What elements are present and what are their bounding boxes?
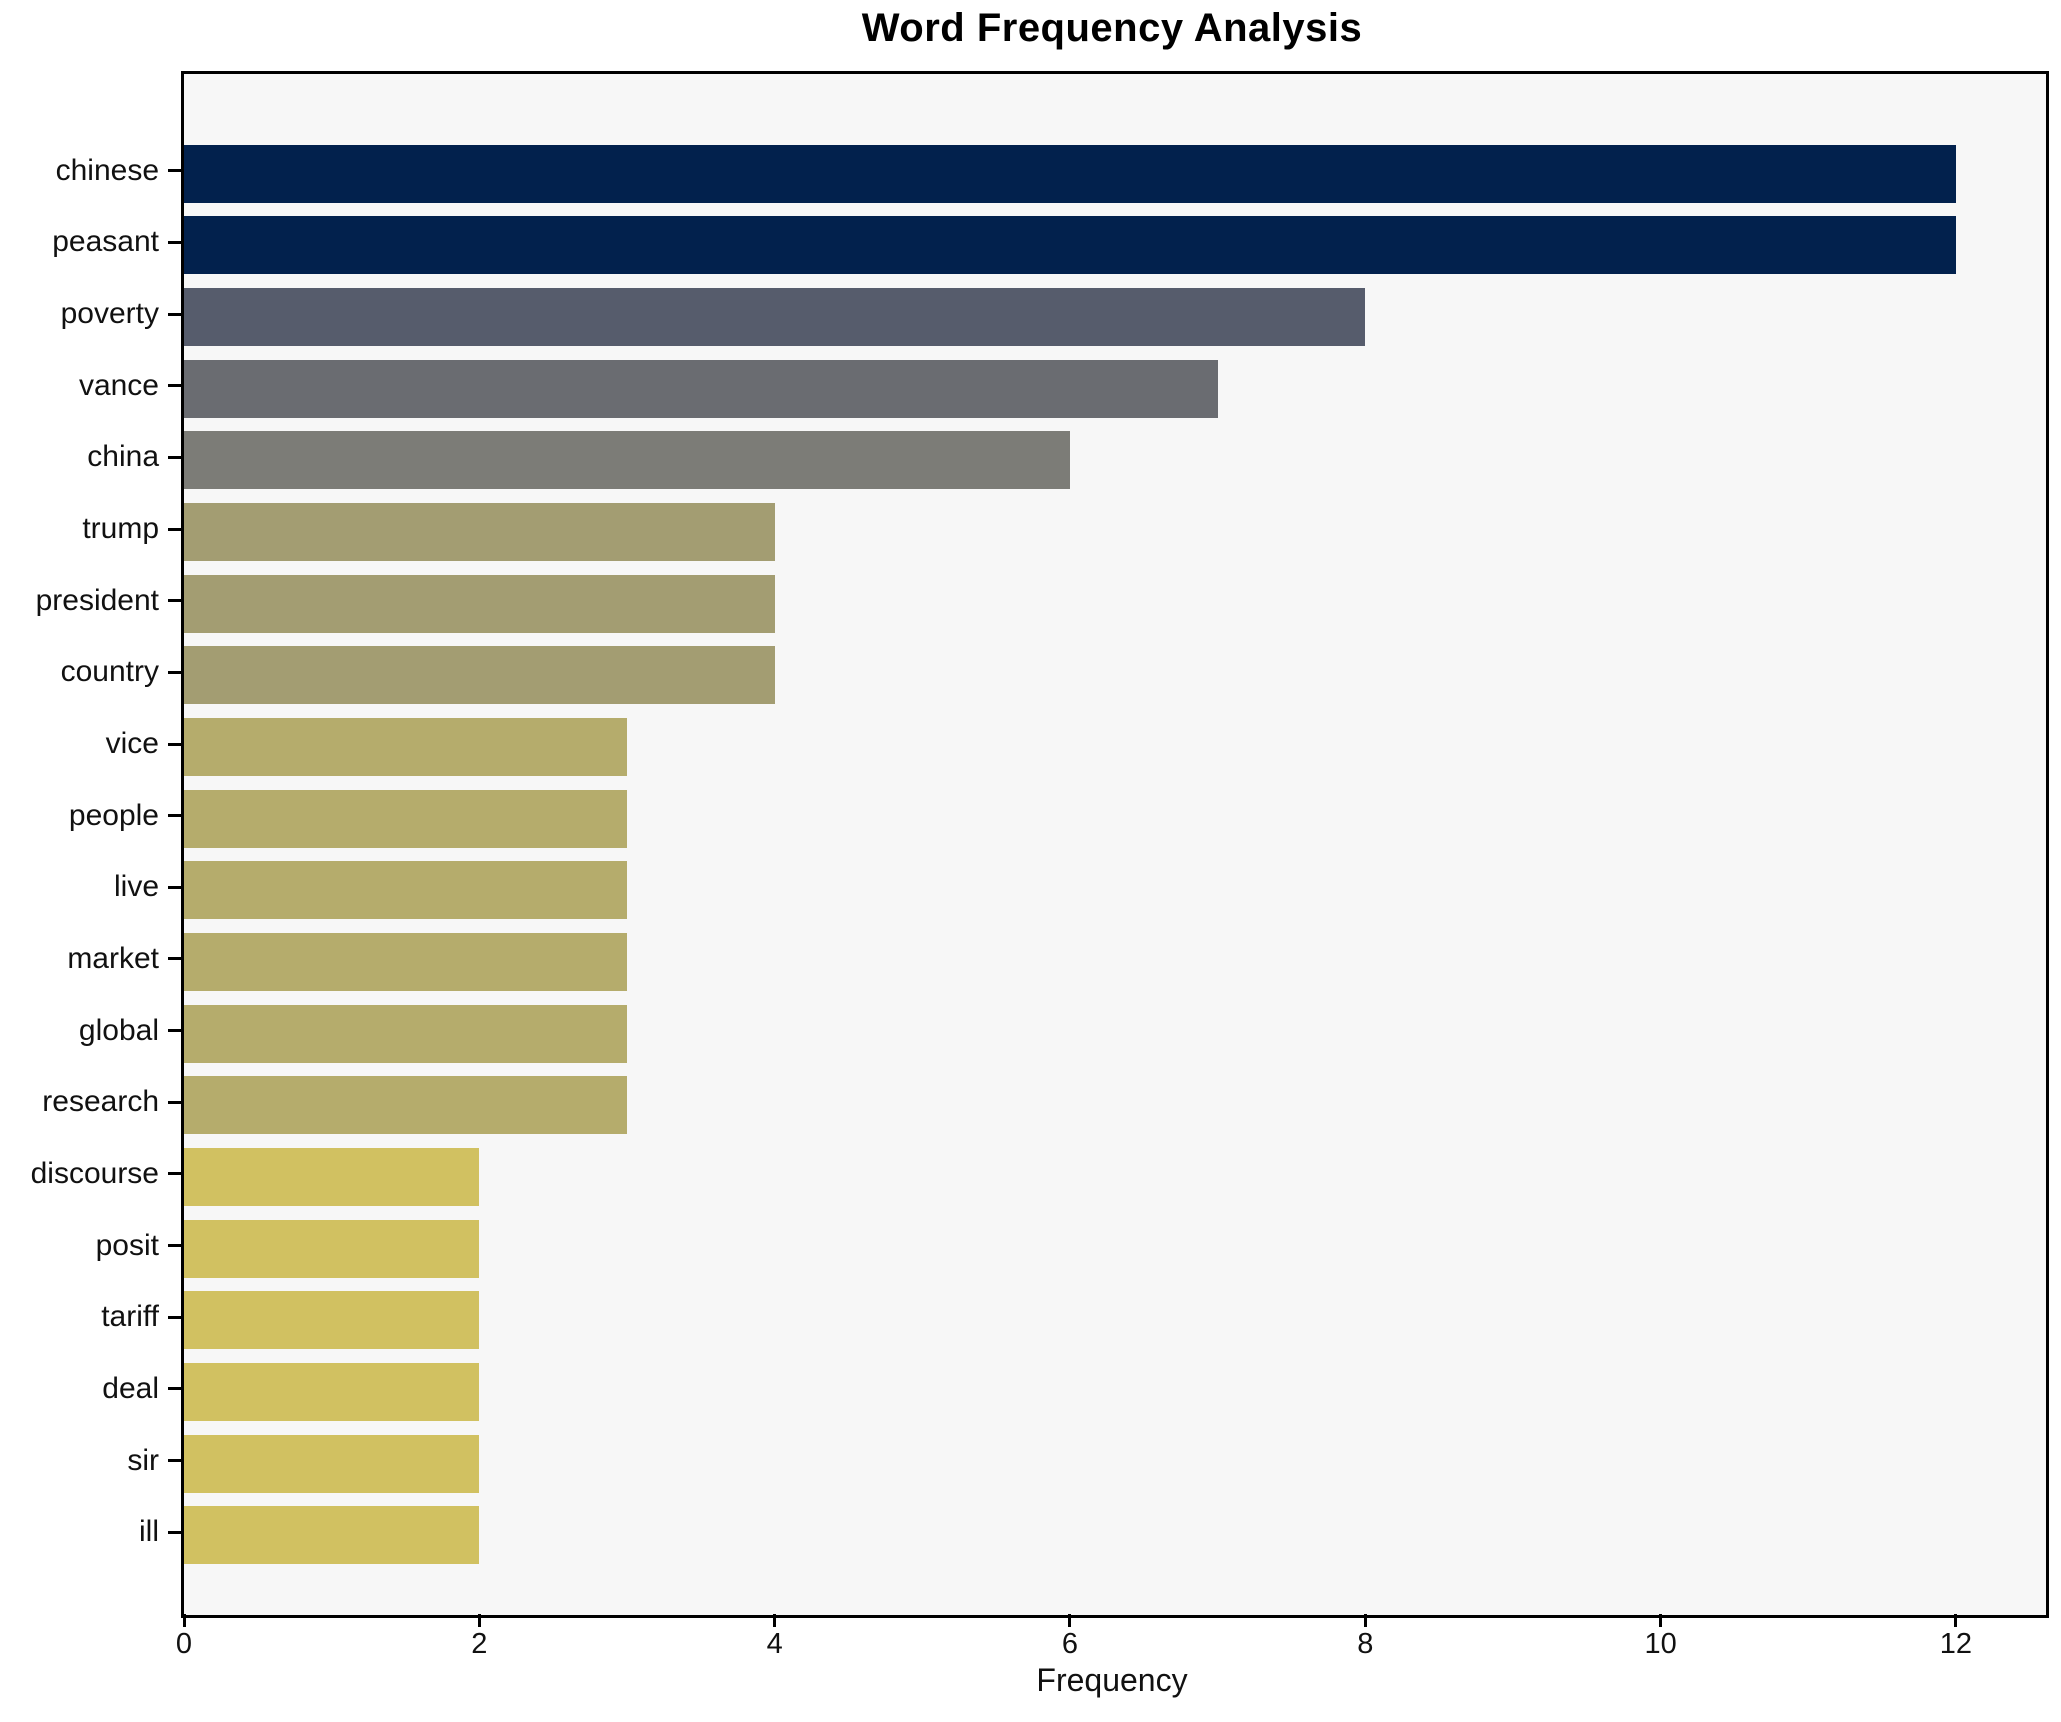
x-tick-mark [182,1614,186,1627]
y-tick-label-people: people [68,798,159,832]
bar-chinese [184,144,1956,203]
y-tick-label-posit: posit [95,1228,159,1262]
x-tick-mark [1659,1614,1663,1627]
bar-posit [184,1219,480,1278]
y-tick-mark [168,384,181,388]
y-tick-mark [168,885,181,889]
bar-ill [184,1506,480,1565]
y-tick-label-research: research [42,1085,159,1119]
y-tick-label-discourse: discourse [30,1156,159,1190]
bar-poverty [184,288,1366,347]
y-tick-label-deal: deal [102,1371,159,1405]
bar-sir [184,1434,480,1493]
bar-live [184,861,627,920]
y-tick-mark [168,814,181,818]
x-tick-mark [1954,1614,1958,1627]
y-tick-mark [168,1459,181,1463]
x-tick-label-10: 10 [1644,1628,1677,1660]
bar-market [184,932,627,991]
y-tick-label-ill: ill [139,1515,159,1549]
x-tick-label-6: 6 [1061,1628,1079,1660]
x-tick-label-0: 0 [175,1628,193,1660]
bar-tariff [184,1291,480,1350]
y-tick-mark [168,1029,181,1033]
y-tick-mark [168,1530,181,1534]
bar-vice [184,718,627,777]
bar-peasant [184,216,1956,275]
bar-vance [184,359,1218,418]
x-tick-label-12: 12 [1939,1628,1973,1660]
bar-china [184,431,1070,490]
bar-deal [184,1362,480,1421]
bar-discourse [184,1147,480,1206]
x-tick-mark [1068,1614,1072,1627]
y-tick-mark [168,169,181,173]
y-tick-mark [168,1244,181,1248]
y-tick-mark [168,527,181,531]
x-tick-mark [1363,1614,1367,1627]
x-tick-mark [477,1614,481,1627]
y-tick-label-trump: trump [82,512,159,546]
bar-president [184,574,775,633]
y-tick-label-peasant: peasant [52,225,159,259]
y-tick-label-vice: vice [105,727,159,761]
x-tick-label-8: 8 [1357,1628,1374,1660]
y-tick-mark [168,670,181,674]
y-tick-label-tariff: tariff [101,1300,159,1334]
y-tick-mark [168,1172,181,1176]
y-tick-label-live: live [113,870,159,904]
y-tick-label-market: market [67,941,159,975]
plot-area [181,71,2049,1618]
bar-trump [184,503,775,562]
y-tick-mark [168,1315,181,1319]
y-tick-label-vance: vance [78,368,159,402]
chart-title: Word Frequency Analysis [861,6,1363,50]
y-tick-label-global: global [78,1013,159,1047]
y-tick-label-china: china [87,440,159,474]
y-tick-mark [168,455,181,459]
y-tick-mark [168,312,181,316]
x-tick-label-2: 2 [471,1628,488,1660]
y-tick-mark [168,1100,181,1104]
bar-global [184,1004,627,1063]
y-tick-label-poverty: poverty [60,297,159,331]
y-tick-mark [168,599,181,603]
x-tick-mark [773,1614,777,1627]
y-tick-label-president: president [35,583,159,617]
bar-research [184,1076,627,1135]
y-tick-mark [168,240,181,244]
y-tick-mark [168,957,181,961]
bar-people [184,789,627,848]
x-tick-label-4: 4 [766,1628,783,1660]
bar-country [184,646,775,705]
y-tick-mark [168,1387,181,1391]
y-tick-mark [168,742,181,746]
y-tick-label-sir: sir [127,1443,159,1477]
x-axis-title: Frequency [1036,1662,1188,1698]
y-tick-label-country: country [60,655,159,689]
y-tick-label-chinese: chinese [55,153,159,187]
